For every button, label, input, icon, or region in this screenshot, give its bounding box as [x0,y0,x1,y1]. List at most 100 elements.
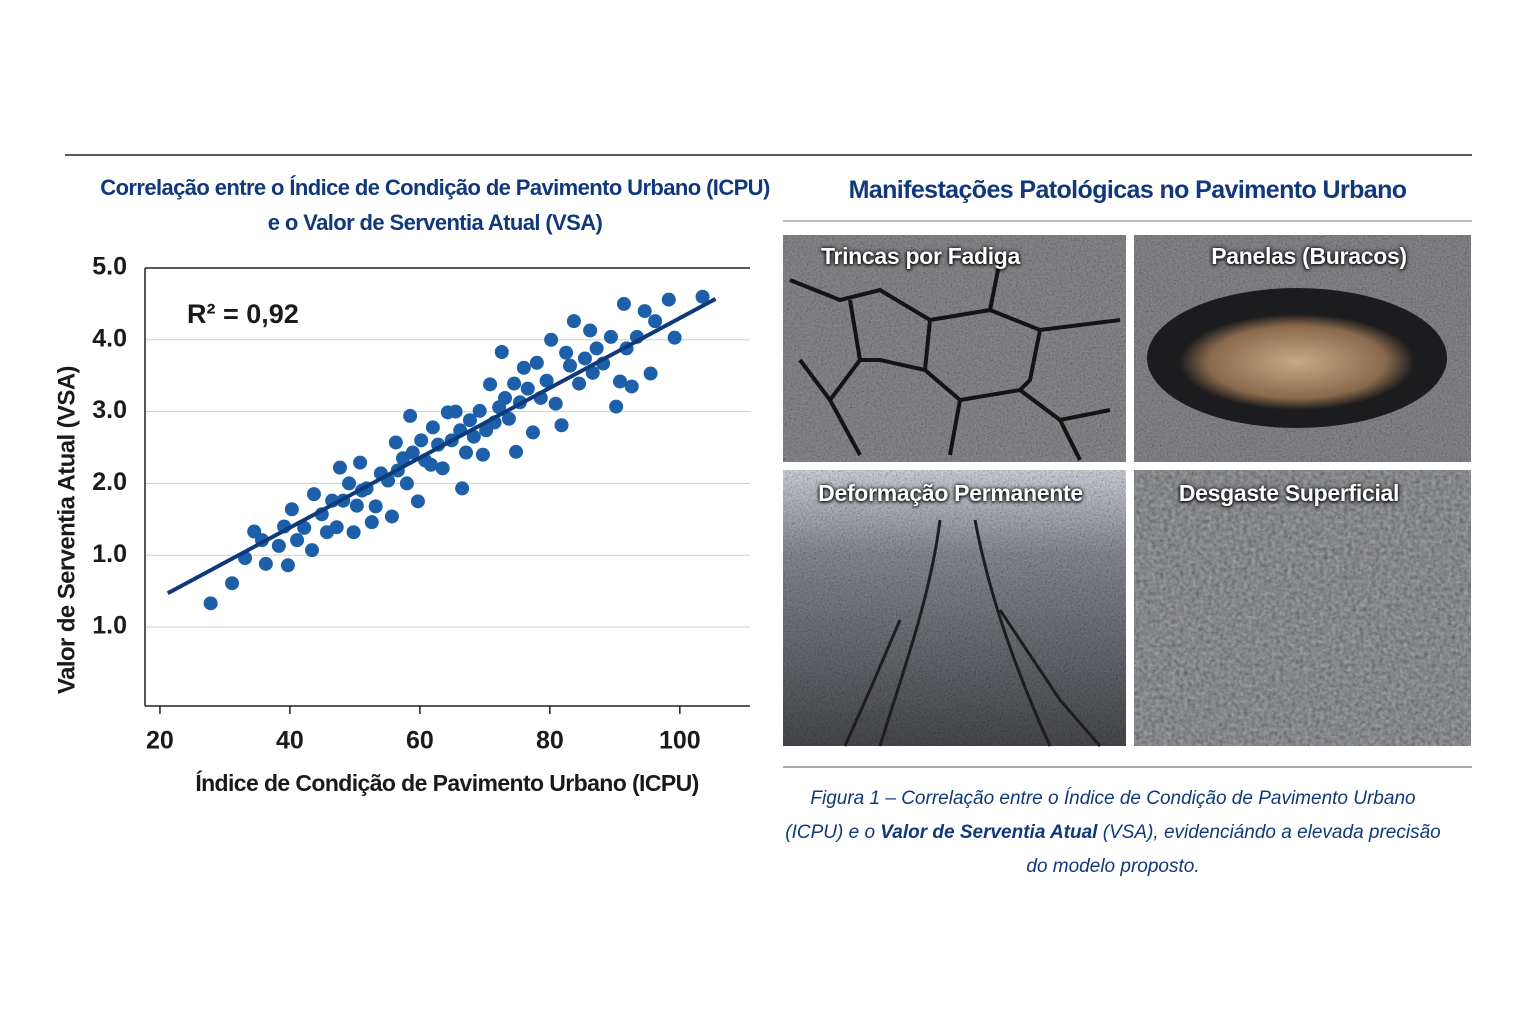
point [507,376,522,391]
point [525,425,540,440]
point [572,376,587,391]
plot: 5.0 4.0 3.0 2.0 1.0 1.0 20 40 60 80 100 [92,253,750,755]
point [609,399,624,414]
point [399,476,414,491]
photo [1134,470,1471,746]
point [388,435,403,450]
photo-label: Panelas (Buracos) [1211,243,1407,269]
point [501,411,516,426]
point [284,502,299,517]
photos [783,235,1471,747]
caption-text: Figura 1 – Correlação entre o Índice de … [785,788,1416,843]
point [520,381,535,396]
point [349,498,364,513]
crack [789,259,1121,461]
point [548,396,563,411]
point [271,538,286,553]
crack [843,519,1102,747]
annotation: R² = 0,92 [187,299,299,329]
photo-label: Desgaste Superficial [1178,480,1400,506]
point [203,596,218,611]
x-tick-label: 60 [406,727,434,755]
x-tick-label: 40 [276,727,304,755]
point [403,408,418,423]
point [364,515,379,530]
point [342,476,357,491]
chart-title: Correlação entre o Índice de Condição de… [100,175,770,235]
point [589,341,604,356]
point [583,323,598,338]
point [529,355,544,370]
point [667,330,682,345]
point [695,289,710,304]
point [661,292,676,307]
point [624,379,639,394]
pothole-water [1179,314,1415,410]
point [258,556,273,571]
point [455,481,470,496]
photo [783,470,1126,746]
trendline [166,297,717,596]
point [306,487,321,502]
point [462,413,477,428]
x-axis-label: Índice de Condição de Pavimento Urbano (… [195,769,698,796]
point [423,457,438,472]
point [498,390,513,405]
point [459,445,474,460]
point [405,445,420,460]
point [494,345,509,360]
y-axis-label: Valor de Serventia Atual (VSA) [53,366,80,694]
point [410,494,425,509]
point [353,455,368,470]
point [483,377,498,392]
x-tick-label: 100 [659,727,701,755]
point [346,525,361,540]
point [516,360,531,375]
y-tick-label: 1.0 [92,540,127,568]
point [566,314,581,329]
y-tick-label: 5.0 [92,253,127,281]
point [637,304,652,319]
point [616,296,631,311]
point [475,447,490,462]
point [643,366,658,381]
point [448,404,463,419]
point [297,520,312,535]
caption-text: (VSA), evidenciándo a elevada precisão d… [1026,822,1441,877]
point [368,499,383,514]
y-tick-label: 4.0 [92,324,127,352]
point [648,314,663,329]
point [435,461,450,476]
point [554,418,569,433]
point [472,403,487,418]
point [466,429,481,444]
photo-label: Deformação Permanente [818,480,1083,506]
point [559,345,574,360]
y-tick-label: 1.0 [92,612,127,640]
y-tick-label: 3.0 [92,396,127,424]
point [544,332,559,347]
point [225,576,240,591]
panel-title: Manifestações Patológicas no Pavimento U… [848,176,1407,204]
x-tick-label: 80 [536,727,564,755]
x-tick-label: 20 [146,727,174,755]
point [585,365,600,380]
point [384,509,399,524]
point [539,373,554,388]
point [613,374,628,389]
point [329,520,344,535]
point [290,533,305,548]
point [425,420,440,435]
point [332,460,347,475]
point [603,329,618,344]
caption-emphasis: Valor de Serventia Atual [880,822,1098,843]
point [305,543,320,558]
y-tick-label: 2.0 [92,468,127,496]
point [280,558,295,573]
point [577,351,592,366]
point [414,433,429,448]
photo-label: Trincas por Fadiga [820,243,1021,269]
point [509,444,524,459]
